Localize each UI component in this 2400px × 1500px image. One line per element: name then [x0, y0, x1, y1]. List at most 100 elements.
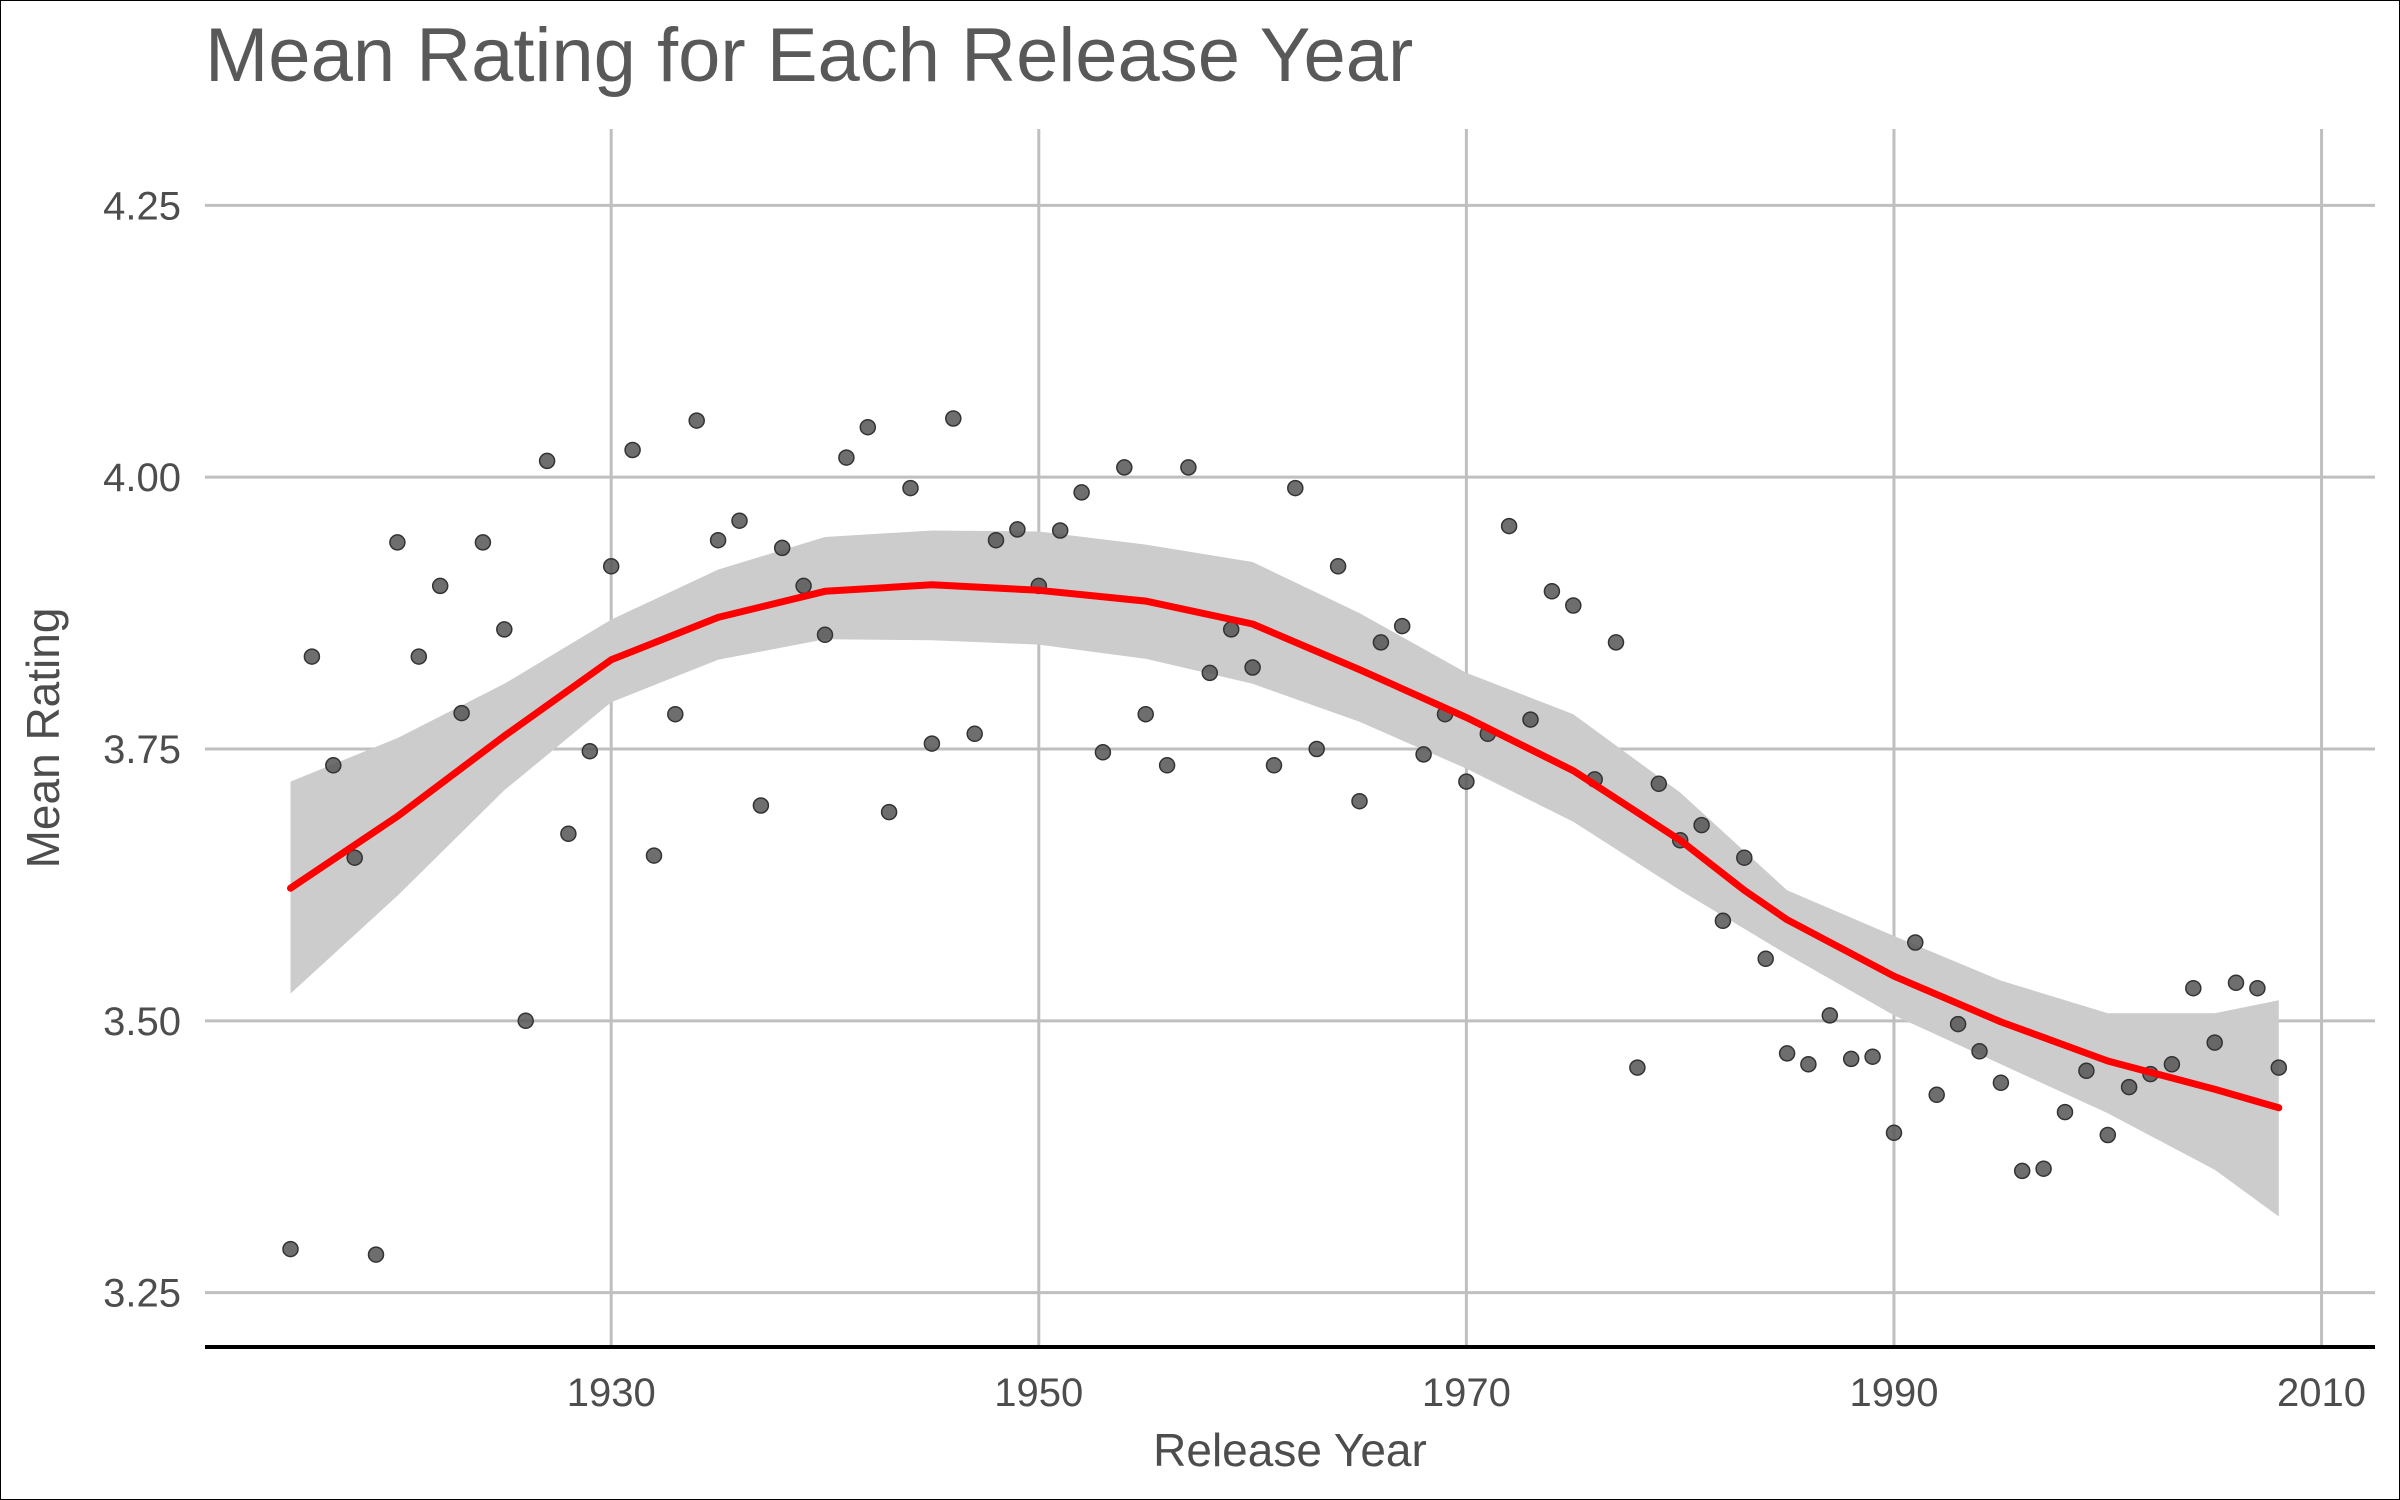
smooth-line: [287, 581, 2283, 1112]
data-point: [1864, 1048, 1881, 1065]
data-point: [1543, 583, 1561, 600]
data-points: [282, 410, 2288, 1263]
data-point: [1009, 521, 1026, 538]
data-point: [752, 797, 770, 814]
smooth-line-group: [287, 581, 2283, 1112]
data-point: [1180, 459, 1197, 476]
data-point: [838, 449, 855, 466]
x-tick-label: 2010: [2277, 1371, 2366, 1415]
data-point: [453, 704, 470, 722]
data-point: [1158, 757, 1176, 774]
data-point: [816, 626, 834, 644]
data-point: [431, 577, 449, 595]
x-tick-label: 1930: [567, 1371, 656, 1415]
data-point: [1522, 711, 1539, 728]
data-point: [1393, 617, 1411, 635]
data-point: [2035, 1160, 2052, 1177]
data-point: [367, 1246, 385, 1263]
y-tick-label: 3.25: [103, 1272, 181, 1316]
data-point: [538, 452, 556, 470]
data-point: [1885, 1124, 1903, 1142]
data-point: [987, 531, 1005, 549]
data-point: [1244, 659, 1261, 676]
data-point: [2163, 1056, 2181, 1073]
data-point: [1629, 1059, 1646, 1076]
data-point: [303, 648, 321, 665]
data-point: [1607, 634, 1625, 651]
data-point: [1458, 773, 1475, 790]
y-tick-label: 3.50: [103, 1000, 181, 1044]
data-point: [1094, 744, 1112, 761]
y-axis-title: Mean Rating: [17, 608, 69, 869]
data-point: [1329, 558, 1347, 575]
data-point: [624, 441, 641, 459]
data-point: [1693, 816, 1710, 834]
data-point: [1821, 1007, 1839, 1024]
data-point: [1757, 950, 1774, 968]
chart-title: Mean Rating for Each Release Year: [205, 13, 1413, 98]
data-point: [2227, 974, 2245, 992]
data-point: [773, 539, 791, 557]
data-point: [1137, 705, 1154, 723]
data-point: [2249, 979, 2266, 997]
data-point: [1201, 664, 1219, 682]
data-point: [667, 705, 684, 723]
data-point: [1736, 849, 1753, 866]
data-point: [1971, 1043, 1988, 1060]
data-point: [1907, 934, 1924, 951]
data-point: [1565, 597, 1582, 614]
data-point: [2270, 1059, 2288, 1076]
data-point: [581, 742, 599, 760]
data-point: [1372, 634, 1390, 651]
data-point: [1842, 1050, 1860, 1068]
data-point: [602, 558, 620, 575]
data-point: [346, 849, 363, 866]
data-point: [474, 534, 492, 551]
data-point: [1500, 517, 1518, 535]
data-point: [282, 1240, 299, 1258]
data-point: [1222, 621, 1240, 638]
data-point: [880, 803, 898, 821]
data-point: [1051, 522, 1069, 539]
data-point: [966, 725, 983, 743]
data-point: [1714, 912, 1732, 930]
data-point: [1287, 479, 1304, 497]
y-tick-label: 3.75: [103, 728, 181, 772]
data-point: [1650, 775, 1668, 793]
data-point: [1800, 1056, 1817, 1073]
data-point: [731, 512, 748, 529]
data-point: [2206, 1034, 2223, 1051]
data-point: [389, 534, 406, 551]
data-point: [1928, 1086, 1945, 1104]
data-point: [859, 418, 877, 436]
y-axis-ticks: 3.25 3.50 3.75 4.00 4.25: [103, 184, 181, 1315]
data-point: [325, 757, 342, 774]
data-point: [1116, 459, 1133, 476]
y-tick-label: 4.00: [103, 456, 181, 500]
x-axis-ticks: 1930 1950 1970 1990 2010: [567, 1371, 2366, 1415]
data-point: [1265, 757, 1283, 774]
x-tick-label: 1970: [1422, 1371, 1511, 1415]
confidence-band-group: [290, 530, 2279, 1217]
data-point: [2185, 979, 2202, 997]
data-point: [410, 648, 428, 665]
y-tick-label: 4.25: [103, 184, 181, 228]
data-point: [688, 412, 705, 429]
data-point: [2013, 1162, 2031, 1180]
x-tick-label: 1950: [994, 1371, 1083, 1415]
data-point: [902, 479, 919, 497]
data-point: [1949, 1015, 1967, 1033]
data-point: [945, 410, 962, 427]
data-point: [645, 847, 663, 864]
data-point: [923, 735, 941, 752]
data-point: [1778, 1045, 1796, 1062]
data-point: [560, 825, 577, 843]
data-point: [709, 531, 727, 549]
data-point: [1351, 792, 1368, 810]
x-tick-label: 1990: [1849, 1371, 1938, 1415]
data-point: [2099, 1126, 2117, 1144]
data-point: [2056, 1103, 2074, 1121]
data-point: [795, 577, 812, 595]
